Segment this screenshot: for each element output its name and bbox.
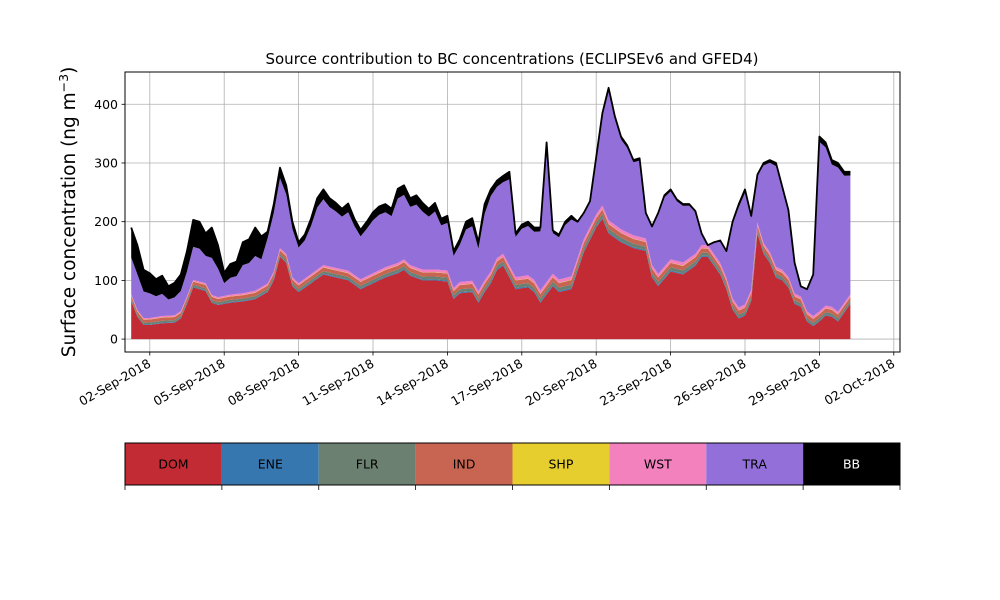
stacked-areas [131, 87, 851, 340]
legend-swatch-flr [318, 443, 416, 485]
y-axis-label-main: Surface concentration (ng m [59, 92, 80, 357]
y-tick-label: 300 [94, 155, 118, 170]
area-bb [131, 87, 851, 300]
legend-swatch-ind [415, 443, 513, 485]
legend-swatch-ene [221, 443, 319, 485]
chart-title: Source contribution to BC concentrations… [265, 50, 758, 68]
legend-swatch-shp [512, 443, 610, 485]
legend-label: SHP [549, 457, 574, 472]
legend-label: TRA [742, 457, 768, 472]
legend-frame [124, 442, 901, 486]
y-tick-label: 400 [94, 97, 118, 112]
y-tick-label: 0 [110, 332, 118, 347]
area-dom [131, 218, 851, 340]
y-axis-label: Surface concentration (ng m−3) [56, 67, 80, 358]
y-tick-label: 100 [94, 273, 118, 288]
total-line [130, 86, 851, 291]
color-legend: DOM ENE FLR IND SHP WST TRA BB [124, 442, 901, 490]
area-tra [131, 91, 851, 319]
y-axis-ticks: 0 100 200 300 400 [94, 97, 125, 347]
legend-swatch-dom [125, 443, 222, 485]
legend-label: DOM [158, 457, 188, 472]
legend-label: IND [453, 457, 476, 472]
legend-swatch-tra [706, 443, 804, 485]
y-tick-label: 200 [94, 214, 118, 229]
y-axis-label-sup: −3 [56, 74, 71, 92]
plot-frame [124, 71, 901, 353]
legend-label: BB [843, 457, 860, 472]
legend-swatch-wst [609, 443, 707, 485]
total-line-path [130, 86, 851, 291]
legend-label: WST [644, 457, 672, 472]
legend-label: FLR [356, 457, 379, 472]
legend-label: ENE [258, 457, 283, 472]
y-axis-label-close: ) [59, 67, 80, 74]
legend-swatch-bb [803, 443, 900, 485]
